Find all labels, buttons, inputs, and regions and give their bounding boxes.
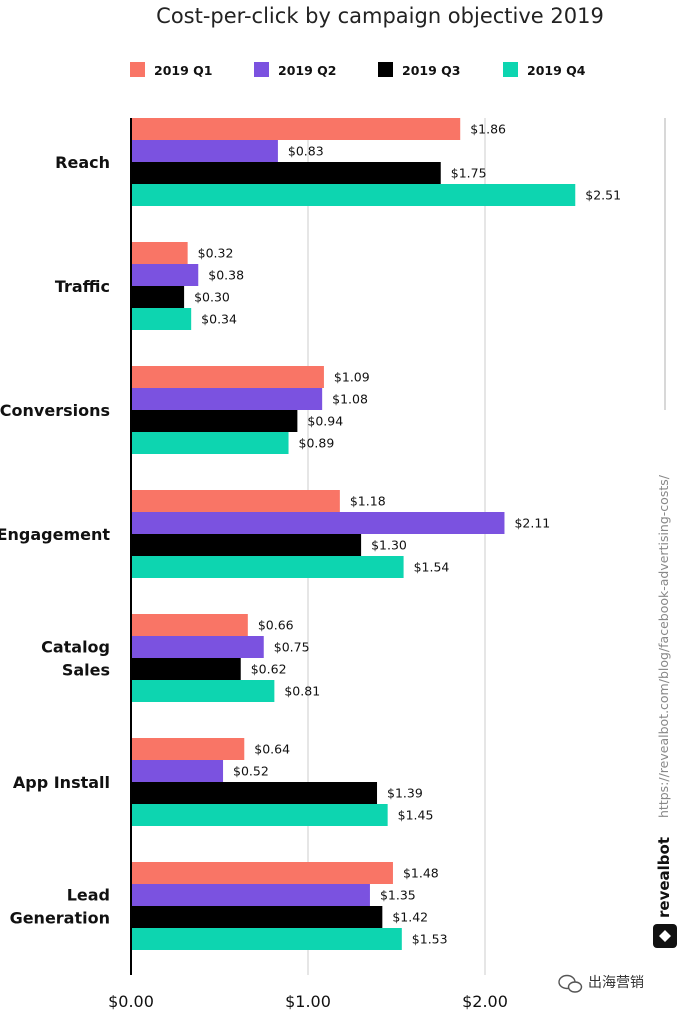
x-tick-label: $2.00 [462, 992, 508, 1011]
bar-value-label: $1.35 [380, 888, 416, 903]
bar [131, 242, 188, 264]
category-label: Conversions [0, 401, 110, 420]
legend: 2019 Q1 2019 Q2 2019 Q3 2019 Q4 [130, 62, 586, 78]
bar-value-label: $1.42 [392, 910, 428, 925]
bar-group: $1.48 $1.35 $1.42 $1.53 [131, 862, 448, 950]
bar-value-label: $0.75 [274, 640, 310, 655]
bar [131, 636, 264, 658]
bar-value-label: $0.94 [307, 414, 343, 429]
bar [131, 388, 323, 410]
bar [131, 556, 404, 578]
bar-value-label: $1.53 [412, 932, 448, 947]
bar-value-label: $2.11 [514, 516, 550, 531]
legend-swatch [503, 62, 518, 77]
legend-item: 2019 Q1 [130, 62, 212, 78]
category-labels: Reach Traffic Conversions Engagement Catalog… [0, 153, 110, 928]
bar-value-label: $1.39 [387, 786, 423, 801]
bar-value-label: $0.38 [208, 268, 244, 283]
legend-swatch [254, 62, 269, 77]
watermark: 出海营销 [558, 974, 644, 993]
bar [131, 264, 199, 286]
bar-group: $1.86 $0.83 $1.75 $2.51 [131, 118, 621, 206]
x-axis-ticks: $0.00 $1.00 $2.00 [108, 992, 508, 1011]
bar-value-label: $0.34 [201, 312, 237, 327]
bar [131, 760, 224, 782]
bar-value-label: $0.32 [198, 246, 234, 261]
bar-value-label: $1.45 [398, 808, 434, 823]
legend-item: 2019 Q4 [503, 62, 586, 78]
legend-swatch [378, 62, 393, 77]
bar-value-label: $1.30 [371, 538, 407, 553]
bar [131, 782, 378, 804]
bar [131, 184, 576, 206]
bar-value-label: $0.89 [299, 436, 335, 451]
bar [131, 534, 362, 556]
bar [131, 804, 388, 826]
bar-value-label: $1.54 [414, 560, 450, 575]
category-label: App Install [13, 773, 110, 792]
bars: $1.86 $0.83 $1.75 $2.51 $0.32 $0.38 $0.30 $0.34… [131, 118, 621, 950]
bar [131, 680, 275, 702]
category-label: Reach [55, 153, 110, 172]
bar [131, 512, 505, 534]
bar-value-label: $0.81 [284, 684, 320, 699]
category-label: Lead [67, 886, 110, 905]
legend-item: 2019 Q2 [254, 62, 336, 78]
brand-logo-icon [653, 924, 677, 948]
bar-value-label: $0.83 [288, 144, 324, 159]
bar [131, 432, 289, 454]
category-label: Traffic [55, 277, 110, 296]
bar-value-label: $0.62 [251, 662, 287, 677]
bar [131, 118, 461, 140]
wechat-icon [558, 974, 583, 993]
legend-label: 2019 Q2 [278, 63, 336, 78]
bar-value-label: $0.52 [233, 764, 269, 779]
bar [131, 928, 402, 950]
bar-value-label: $0.30 [194, 290, 230, 305]
bar-value-label: $1.09 [334, 370, 370, 385]
bar [131, 162, 441, 184]
bar [131, 308, 192, 330]
bar [131, 862, 393, 884]
bar-group: $1.09 $1.08 $0.94 $0.89 [131, 366, 370, 454]
legend-swatch [130, 62, 145, 77]
legend-item: 2019 Q3 [378, 62, 460, 78]
bar-group: $0.66 $0.75 $0.62 $0.81 [131, 614, 320, 702]
bar [131, 366, 324, 388]
bar-value-label: $0.66 [258, 618, 294, 633]
x-tick-label: $1.00 [285, 992, 331, 1011]
bar-group: $0.64 $0.52 $1.39 $1.45 [131, 738, 433, 826]
bar-value-label: $1.75 [451, 166, 487, 181]
chart-title: Cost-per-click by campaign objective 201… [156, 4, 604, 28]
legend-label: 2019 Q3 [402, 63, 460, 78]
bar [131, 738, 245, 760]
bar-value-label: $1.18 [350, 494, 386, 509]
bar [131, 410, 298, 432]
category-label: Generation [10, 909, 110, 928]
bar [131, 658, 241, 680]
bar-group: $0.32 $0.38 $0.30 $0.34 [131, 242, 244, 330]
bar-value-label: $1.48 [403, 866, 439, 881]
bar [131, 884, 370, 906]
bar-group: $1.18 $2.11 $1.30 $1.54 [131, 490, 550, 578]
bar-value-label: $1.08 [332, 392, 368, 407]
bar-value-label: $2.51 [585, 188, 621, 203]
bar [131, 614, 248, 636]
bar-value-label: $1.86 [470, 122, 506, 137]
bar [131, 286, 185, 308]
x-tick-label: $0.00 [108, 992, 154, 1011]
bar [131, 140, 278, 162]
watermark-text: 出海营销 [588, 975, 644, 991]
category-label: Sales [62, 661, 110, 680]
bar [131, 906, 383, 928]
bar-value-label: $0.64 [254, 742, 290, 757]
bar [131, 490, 340, 512]
category-label: Catalog [41, 638, 110, 657]
source-url: https://revealbot.com/blog/facebook-adve… [656, 474, 671, 818]
legend-label: 2019 Q1 [154, 63, 212, 78]
brand-name: revealbot [655, 837, 673, 918]
legend-label: 2019 Q4 [527, 63, 586, 78]
category-label: Engagement [0, 525, 110, 544]
